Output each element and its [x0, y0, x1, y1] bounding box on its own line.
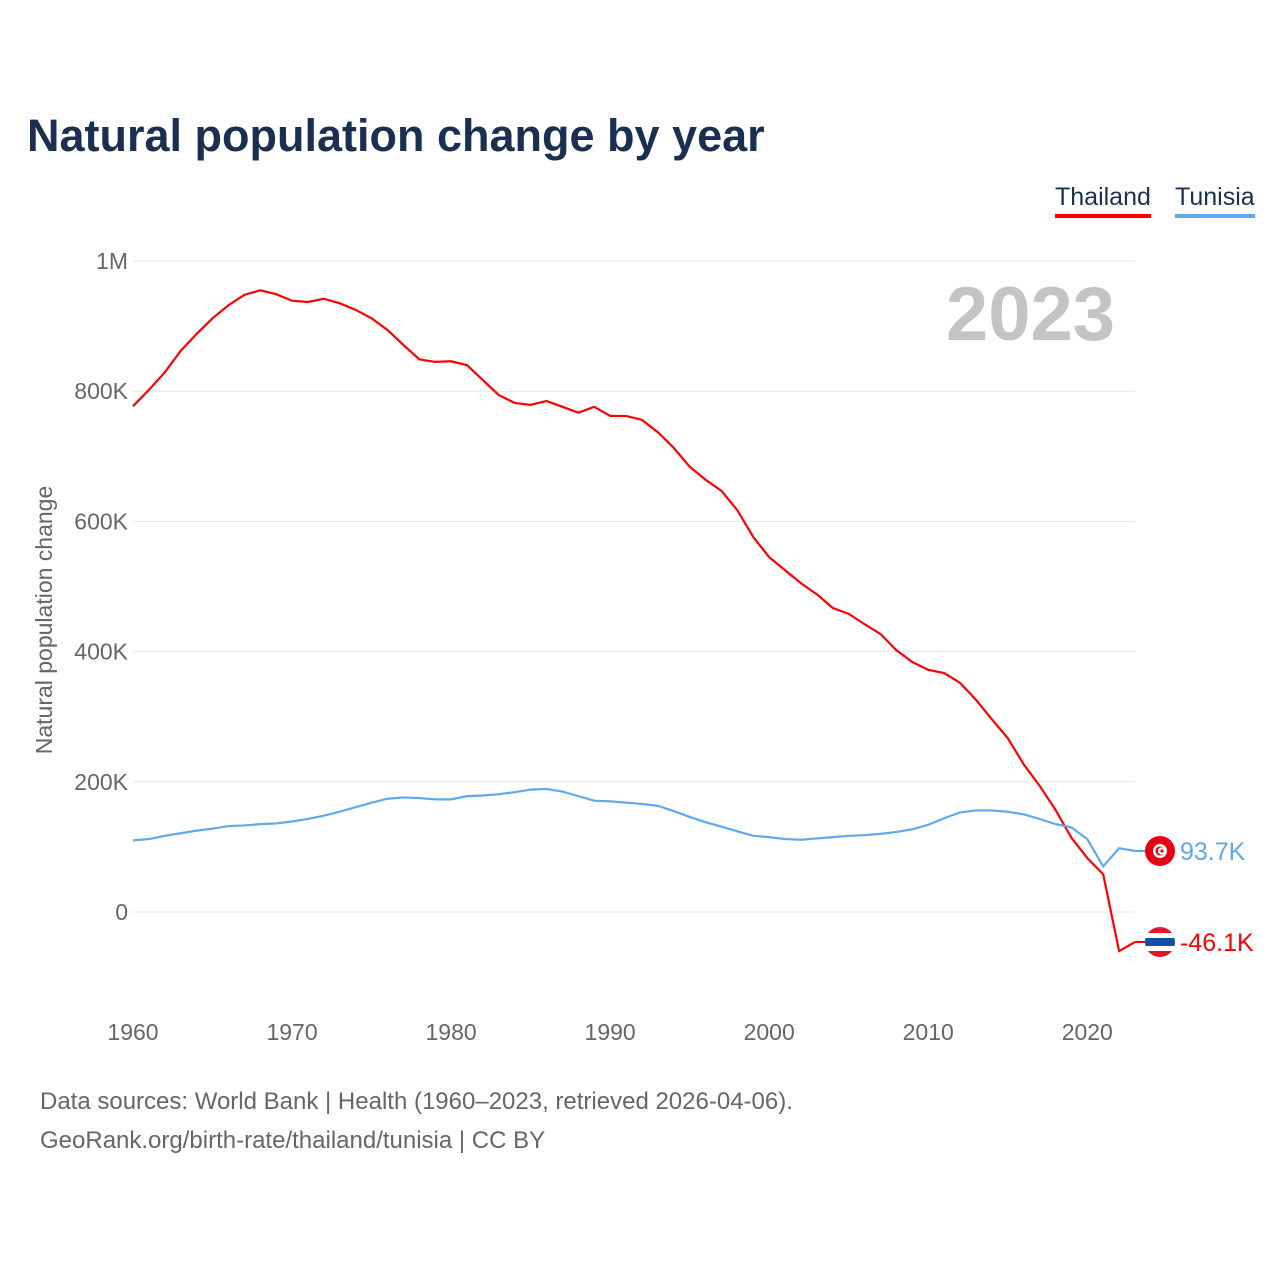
- tunisia-flag-icon: [1145, 836, 1175, 867]
- year-label: 2023: [946, 272, 1115, 357]
- y-tick-label: 1M: [96, 248, 128, 274]
- series-line-thailand: [132, 289, 1136, 953]
- legend-thailand[interactable]: Thailand: [1055, 183, 1151, 218]
- x-tick-label: 1960: [107, 1019, 158, 1045]
- y-axis-label: Natural population change: [31, 486, 57, 755]
- y-tick-label: 600K: [74, 508, 128, 534]
- x-tick-label: 2000: [744, 1019, 795, 1045]
- x-tick-label: 2020: [1062, 1019, 1113, 1045]
- source-line: Data sources: World Bank | Health (1960–…: [40, 1088, 793, 1115]
- y-tick-label: 0: [115, 899, 128, 925]
- x-tick-label: 1980: [426, 1019, 477, 1045]
- end-value-label-thailand: -46.1K: [1180, 929, 1254, 957]
- attribution-line: GeoRank.org/birth-rate/thailand/tunisia …: [40, 1127, 546, 1154]
- thailand-flag-icon: [1145, 927, 1175, 958]
- y-tick-label: 400K: [74, 639, 128, 665]
- chart-title: Natural population change by year: [27, 110, 765, 161]
- y-tick-label: 800K: [74, 378, 128, 404]
- x-tick-label: 1990: [585, 1019, 636, 1045]
- y-tick-label: 200K: [74, 769, 128, 795]
- series-line-tunisia: [132, 787, 1136, 869]
- x-tick-label: 2010: [903, 1019, 954, 1045]
- legend-tunisia[interactable]: Tunisia: [1175, 183, 1255, 218]
- x-tick-label: 1970: [266, 1019, 317, 1045]
- end-value-label-tunisia: 93.7K: [1180, 838, 1246, 866]
